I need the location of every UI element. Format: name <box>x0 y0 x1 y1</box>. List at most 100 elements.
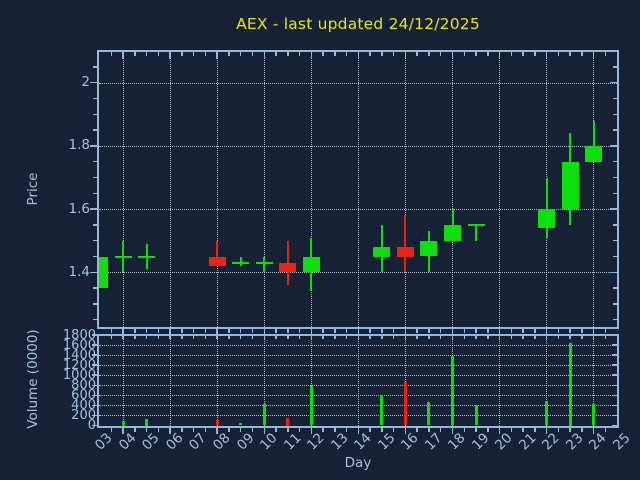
volume-gridline <box>99 355 617 357</box>
volume-gridline <box>99 375 617 377</box>
volume-tick <box>92 424 97 427</box>
volume-tick-label: 200 <box>71 407 96 423</box>
day-tick-label: 24 <box>586 430 610 454</box>
day-tick <box>510 52 512 56</box>
day-tick <box>310 336 312 339</box>
day-tick <box>322 336 324 339</box>
candle-day-3 <box>99 256 108 289</box>
day-tick <box>239 336 242 339</box>
day-tick <box>592 52 595 59</box>
day-tick <box>416 329 418 333</box>
candle-wick <box>216 240 219 266</box>
candle-wick <box>239 256 242 266</box>
day-tick <box>134 329 136 333</box>
day-tick <box>498 336 501 339</box>
day-tick <box>192 336 195 339</box>
day-tick <box>334 336 336 339</box>
day-tick <box>134 52 136 56</box>
price-plot <box>97 50 619 329</box>
day-tick <box>334 428 336 432</box>
day-tick <box>169 52 171 59</box>
day-tick <box>557 52 560 56</box>
day-tick <box>404 52 407 59</box>
day-tick-label: 20 <box>492 430 516 454</box>
candle-wick <box>286 240 289 285</box>
day-tick <box>216 52 218 59</box>
price-tick <box>613 113 617 115</box>
price-tick <box>613 224 617 226</box>
volume-gridline <box>99 365 617 367</box>
day-tick <box>275 52 277 56</box>
price-tick <box>90 208 97 210</box>
price-tick <box>613 176 617 179</box>
day-tick <box>181 428 183 432</box>
day-tick <box>145 336 148 339</box>
day-tick <box>310 52 312 59</box>
price-tick <box>613 160 617 163</box>
day-gridline <box>546 336 548 426</box>
price-tick <box>90 81 97 84</box>
candle-day-24 <box>585 145 603 162</box>
day-tick-label: 08 <box>209 430 234 454</box>
candle-day-12 <box>302 256 320 273</box>
day-tick <box>322 52 324 56</box>
day-gridline <box>593 52 595 327</box>
price-tick <box>93 97 97 100</box>
day-tick <box>592 336 595 339</box>
day-tick <box>604 428 607 432</box>
day-tick <box>592 428 595 434</box>
price-tick <box>90 271 97 273</box>
day-tick <box>569 329 571 333</box>
day-tick <box>110 52 112 56</box>
day-tick <box>204 329 207 333</box>
day-tick <box>592 329 595 335</box>
day-tick <box>522 52 524 56</box>
day-tick <box>487 336 489 339</box>
day-tick <box>334 329 336 333</box>
day-tick <box>134 428 136 432</box>
day-tick <box>604 329 607 333</box>
volume-tick-label: 600 <box>71 387 96 403</box>
candle-day-11 <box>279 262 297 273</box>
price-tick <box>613 129 617 131</box>
candle-day-9 <box>232 261 250 264</box>
candle-day-18 <box>444 224 461 241</box>
volume-bar-day-19 <box>474 405 478 426</box>
price-tick <box>93 287 97 289</box>
volume-tick <box>92 404 97 407</box>
day-tick <box>463 428 465 432</box>
candle-day-10 <box>255 261 273 264</box>
day-tick <box>439 336 442 339</box>
day-tick <box>381 336 383 339</box>
day-tick <box>204 428 207 432</box>
volume-bar-day-18 <box>451 355 454 426</box>
volume-tick <box>612 394 617 397</box>
day-tick <box>181 336 183 339</box>
volume-gridline <box>99 385 617 387</box>
day-tick <box>381 329 383 333</box>
candle-day-17 <box>420 240 438 257</box>
volume-bar-day-5 <box>145 419 149 426</box>
candle-wick <box>263 256 266 273</box>
day-tick <box>510 336 512 339</box>
volume-tick-label: 1800 <box>62 327 96 343</box>
day-tick <box>122 428 124 434</box>
day-tick <box>192 329 195 333</box>
candle-wick <box>545 177 548 238</box>
volume-tick-label: 1200 <box>62 357 96 373</box>
day-tick <box>310 329 312 335</box>
day-gridline <box>122 52 124 327</box>
chart-title: AEX - last updated 24/12/2025 <box>236 15 480 33</box>
price-tick <box>93 255 97 258</box>
price-tick <box>613 97 617 100</box>
day-tick <box>263 336 265 339</box>
day-tick <box>498 329 501 335</box>
day-tick <box>487 428 489 432</box>
volume-tick-label: 0 <box>87 418 96 433</box>
day-tick <box>581 336 583 339</box>
day-tick <box>345 52 348 56</box>
day-tick <box>192 52 195 56</box>
day-tick <box>392 428 395 432</box>
day-tick <box>510 428 512 432</box>
